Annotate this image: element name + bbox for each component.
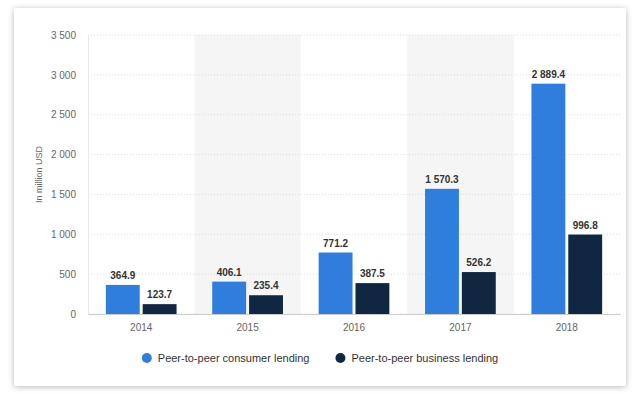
x-tick-label: 2015 bbox=[236, 322, 259, 333]
data-label: 1 570.3 bbox=[425, 174, 459, 185]
data-label: 364.9 bbox=[110, 270, 135, 281]
legend-marker bbox=[335, 353, 345, 363]
legend-label: Peer-to-peer consumer lending bbox=[158, 352, 310, 364]
bar bbox=[462, 272, 496, 314]
y-axis-line bbox=[88, 36, 89, 315]
y-axis-title: In million USD bbox=[34, 145, 44, 203]
y-tick: 1 000 bbox=[51, 229, 88, 240]
y-tick-label: 500 bbox=[59, 269, 76, 280]
y-axis: 0 500 1 000 1 500 2 000 2 500 3 000 3 500 bbox=[51, 30, 89, 320]
bar bbox=[531, 84, 565, 314]
bar bbox=[355, 283, 389, 314]
y-tick: 500 bbox=[59, 269, 88, 280]
legend-marker bbox=[142, 353, 152, 363]
x-tick: 2014 bbox=[130, 314, 153, 333]
y-tick: 3 500 bbox=[51, 30, 88, 41]
bar bbox=[212, 282, 246, 314]
data-labels: 364.9 406.1 771.2 1 570.3 2 889.4 123.7 235.4 3… bbox=[110, 69, 598, 300]
y-tick-label: 2 500 bbox=[51, 109, 76, 120]
y-tick: 2 500 bbox=[51, 109, 88, 120]
data-label: 123.7 bbox=[147, 289, 172, 300]
data-label: 406.1 bbox=[217, 267, 242, 278]
bar bbox=[249, 295, 283, 314]
y-tick-label: 2 000 bbox=[51, 149, 76, 160]
x-tick-label: 2018 bbox=[556, 322, 579, 333]
y-tick-label: 1 500 bbox=[51, 189, 76, 200]
grid bbox=[88, 35, 620, 314]
x-tick: 2018 bbox=[556, 314, 579, 333]
grid-line bbox=[88, 35, 620, 36]
x-tick-label: 2017 bbox=[449, 322, 472, 333]
x-tick: 2017 bbox=[449, 314, 472, 333]
x-axis-line bbox=[89, 314, 621, 315]
data-label: 235.4 bbox=[253, 280, 278, 291]
background-band bbox=[407, 35, 513, 314]
y-tick: 3 000 bbox=[51, 70, 88, 81]
x-tick-label: 2016 bbox=[343, 322, 366, 333]
legend-item: Peer-to-peer business lending bbox=[335, 352, 498, 364]
y-tick-label: 1 000 bbox=[51, 229, 76, 240]
y-tick-label: 3 000 bbox=[51, 70, 76, 81]
x-axis: 2014 2015 2016 2017 2018 bbox=[89, 314, 621, 333]
background-bands bbox=[194, 35, 513, 314]
y-tick-label: 0 bbox=[70, 309, 76, 320]
x-tick: 2015 bbox=[236, 314, 259, 333]
bar bbox=[568, 235, 602, 314]
x-tick-label: 2014 bbox=[130, 322, 153, 333]
background-band bbox=[194, 35, 300, 314]
legend-item: Peer-to-peer consumer lending bbox=[142, 352, 310, 364]
bar bbox=[425, 189, 459, 314]
data-label: 771.2 bbox=[323, 238, 348, 249]
legend: Peer-to-peer consumer lending Peer-to-pee… bbox=[142, 352, 498, 364]
data-label: 996.8 bbox=[573, 220, 598, 231]
data-label: 387.5 bbox=[360, 268, 385, 279]
bar bbox=[319, 253, 353, 314]
chart: 0 500 1 000 1 500 2 000 2 500 3 000 3 500 In mil… bbox=[0, 0, 640, 404]
x-tick: 2016 bbox=[343, 314, 366, 333]
data-label: 2 889.4 bbox=[532, 69, 566, 80]
bar bbox=[143, 304, 177, 314]
y-tick: 2 000 bbox=[51, 149, 88, 160]
data-label: 526.2 bbox=[466, 257, 491, 268]
bar bbox=[106, 285, 140, 314]
bars bbox=[106, 84, 602, 314]
y-tick: 0 bbox=[70, 309, 88, 320]
y-tick-label: 3 500 bbox=[51, 30, 76, 41]
legend-label: Peer-to-peer business lending bbox=[351, 352, 498, 364]
y-tick: 1 500 bbox=[51, 189, 88, 200]
